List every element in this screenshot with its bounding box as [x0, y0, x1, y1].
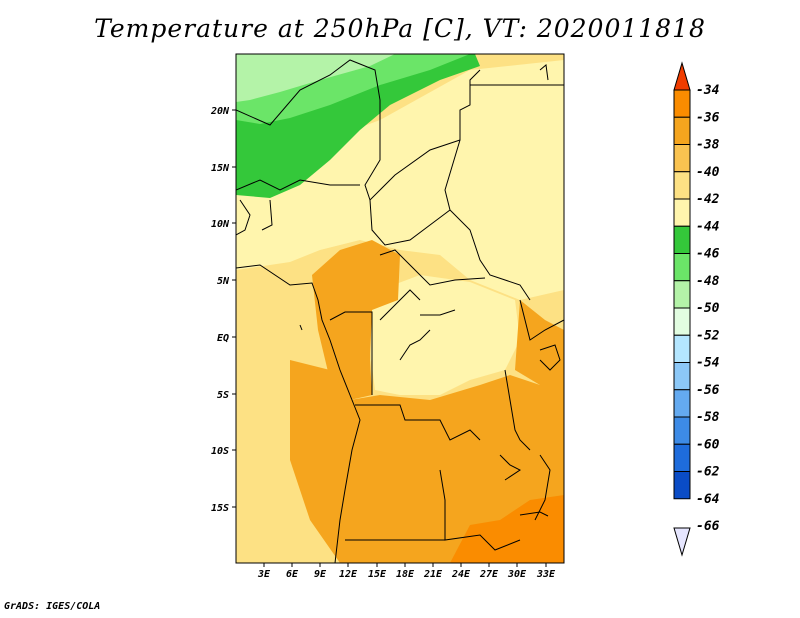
colorbar-label: -52 [696, 328, 720, 343]
lon-label: 15E [368, 569, 387, 580]
colorbar-label: -40 [696, 165, 720, 180]
border-sahel [236, 179, 360, 191]
longitude-axis: 3E 6E 9E 12E 15E 18E 21E 24E 27E 30E 33E [257, 563, 556, 580]
colorbar-cell [673, 280, 691, 309]
island-bioko [299, 324, 303, 331]
lon-label: 12E [339, 569, 358, 580]
lake-kariba [519, 511, 549, 517]
border-gabon [329, 311, 373, 395]
field-minus36-southeast [450, 495, 564, 563]
border-drc-north [399, 329, 431, 361]
colorbar-cell [673, 253, 691, 282]
border-zambia [499, 454, 521, 481]
lake-tanganyika [504, 369, 531, 451]
lon-label: 27E [479, 569, 499, 580]
colorbar-cell [673, 307, 691, 336]
river-congo [420, 309, 456, 316]
colorbar-cell [673, 334, 691, 363]
border-congo [379, 289, 421, 321]
colorbar-label: -60 [696, 437, 720, 452]
colorbar-labels: -34 -36 -38 -40 -42 -44 -46 -48 -50 -52 -54 -56 -58 -… [696, 83, 720, 534]
field-minus38-east [515, 300, 564, 385]
colorbar-label: -34 [696, 83, 720, 98]
colorbar-cell [673, 116, 691, 145]
field-minus48 [236, 54, 395, 102]
colorbar-label: -54 [696, 356, 720, 371]
colorbar-bottom-arrow [673, 527, 691, 557]
colorbar-cell [673, 144, 691, 173]
border-angola-south [439, 469, 521, 551]
lake-nasser [539, 64, 549, 81]
colorbar-label: -64 [696, 492, 720, 507]
lat-label: 10S [211, 446, 229, 457]
colorbar-cell [673, 443, 691, 472]
lon-label: 3E [257, 569, 271, 580]
border-uganda [519, 299, 564, 341]
border-sahara [236, 59, 481, 201]
border-car [379, 249, 486, 286]
grads-credit: GrADS: IGES/COLA [4, 601, 101, 612]
lon-label: 21E [423, 569, 443, 580]
lon-label: 9E [314, 569, 327, 580]
colorbar-label: -56 [696, 383, 720, 398]
colorbar-top-arrow [673, 61, 691, 91]
colorbar-label: -48 [696, 274, 720, 289]
colorbar-label: -44 [696, 219, 720, 234]
lat-label: 20N [210, 106, 230, 117]
colorbar-label: -42 [696, 192, 720, 207]
colorbar-cell [673, 389, 691, 418]
lon-label: 24E [451, 569, 471, 580]
colorbar-label: -36 [696, 110, 720, 125]
border-guinea [236, 199, 251, 236]
field-minus38-gabon [312, 240, 400, 400]
colorbar-label: -58 [696, 410, 720, 425]
colorbar-label: -46 [696, 247, 720, 262]
colorbar-label: -66 [696, 519, 720, 534]
temperature-field [236, 54, 564, 563]
country-borders [236, 59, 564, 563]
border-chad [369, 199, 451, 246]
lat-label: EQ [217, 333, 229, 344]
lat-label: 5S [217, 390, 229, 401]
colorbar-cell [673, 225, 691, 254]
field-minus42-north [236, 60, 564, 300]
lon-label: 18E [396, 569, 415, 580]
map-frame [235, 53, 565, 564]
colorbar-cell [673, 416, 691, 445]
chart-title: Temperature at 250hPa [C], VT: 202001181… [94, 14, 706, 43]
coastline-west [236, 264, 361, 563]
colorbar-label: -50 [696, 301, 720, 316]
lon-label: 6E [286, 569, 299, 580]
colorbar-cell [673, 171, 691, 200]
lon-label: 33E [536, 569, 556, 580]
border-mali [261, 199, 273, 231]
lat-label: 10N [211, 219, 230, 230]
colorbar-cell [673, 89, 691, 118]
field-minus38-south [290, 360, 564, 563]
lat-label: 15S [211, 503, 229, 514]
colorbar-cell [673, 198, 691, 227]
field-minus42-center [370, 275, 520, 395]
colorbar-label: -62 [696, 465, 720, 480]
lat-label: 5N [217, 276, 230, 287]
lon-label: 30E [507, 569, 527, 580]
latitude-axis: 20N 15N 10N 5N EQ 5S 10S 15S [210, 106, 236, 514]
colorbar-cells [673, 89, 691, 500]
colorbar-cell [673, 471, 691, 500]
border-sudan [444, 139, 531, 301]
colorbar-cell [673, 362, 691, 391]
border-angola-north [355, 404, 481, 441]
lake-malawi [534, 454, 551, 521]
colorbar-label: -38 [696, 138, 720, 153]
colorbar: -34 -36 -38 -40 -42 -44 -46 -48 -50 -52 -54 -56 -58 -… [673, 61, 720, 557]
lake-victoria [539, 344, 561, 371]
lat-label: 15N [211, 163, 230, 174]
